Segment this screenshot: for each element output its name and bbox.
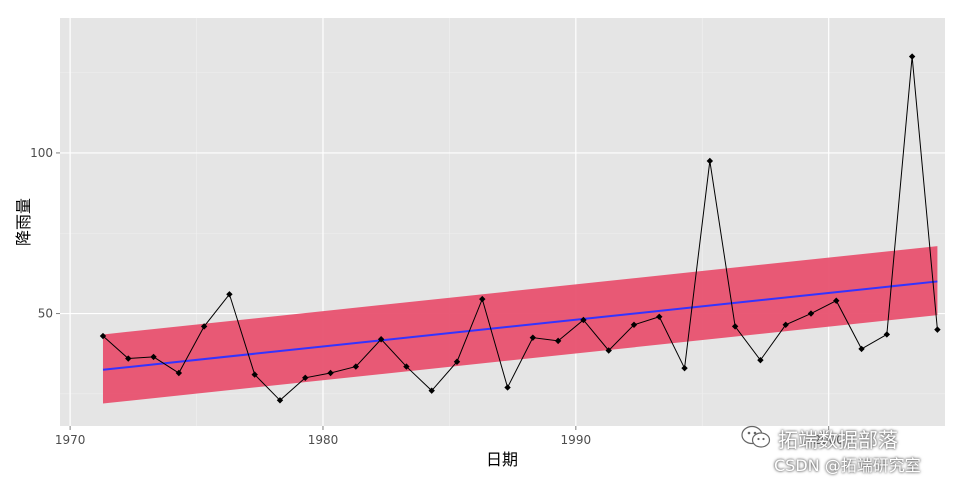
x-axis-title: 日期 (486, 450, 518, 469)
data-point (858, 345, 865, 353)
data-point (883, 331, 891, 338)
data-point (681, 364, 688, 372)
data-point (630, 321, 638, 329)
watermark-title: 拓端数据部落 (778, 428, 898, 452)
trend-layer (102, 280, 938, 371)
data-point (403, 363, 410, 370)
data-point (479, 295, 486, 303)
x-tick-label: 1980 (308, 433, 339, 447)
y-axis-title: 降雨量 (14, 198, 33, 246)
data-point (352, 363, 360, 370)
data-point (605, 347, 612, 354)
data-point (529, 334, 537, 341)
data-point (453, 358, 461, 365)
data-point (656, 313, 663, 320)
data-point (200, 323, 208, 330)
data-point (377, 336, 385, 343)
data-point (226, 291, 233, 298)
rainfall-line (102, 56, 938, 401)
data-point (125, 355, 132, 362)
data-point (706, 157, 714, 165)
data-point (428, 387, 435, 394)
data-point (580, 316, 587, 324)
data-point (276, 397, 284, 404)
data-point (302, 374, 309, 382)
x-tick-label: 2000 (813, 433, 844, 447)
trend-line (102, 280, 938, 371)
data-point (99, 332, 107, 340)
data-point (757, 356, 764, 364)
data-point (251, 371, 258, 378)
x-tick-label: 1970 (55, 433, 86, 447)
data-point (150, 353, 157, 361)
y-tick-label: 50 (38, 307, 53, 321)
data-point (908, 53, 916, 60)
data-point (554, 337, 562, 345)
y-tick-label: 100 (30, 146, 53, 160)
wechat-icon (741, 425, 771, 448)
x-tick-label: 1990 (561, 433, 592, 447)
data-point (504, 384, 511, 391)
ticks-layer: 1970 1980 1990 2000 50 100 (30, 146, 844, 447)
data-point (731, 323, 739, 330)
data-point (175, 369, 183, 377)
watermark-credit: CSDN @拓端研究室 (774, 456, 921, 475)
series-layer (99, 53, 941, 404)
data-point (327, 369, 334, 377)
data-point (833, 297, 840, 304)
data-point (807, 310, 815, 317)
data-point (934, 326, 941, 333)
data-point (782, 321, 789, 329)
